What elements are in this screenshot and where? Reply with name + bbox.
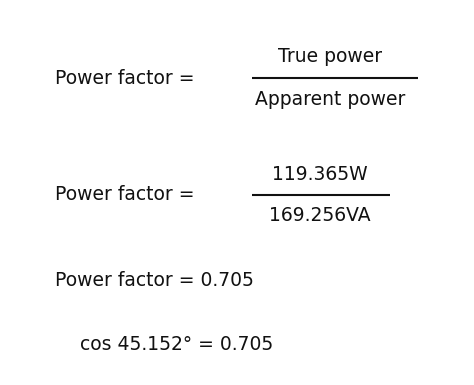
Text: 169.256VA: 169.256VA xyxy=(269,206,371,225)
Text: 119.365W: 119.365W xyxy=(272,165,368,184)
Text: cos 45.152° = 0.705: cos 45.152° = 0.705 xyxy=(80,335,273,355)
Text: Apparent power: Apparent power xyxy=(255,90,405,109)
Text: True power: True power xyxy=(278,47,382,66)
Text: Power factor =: Power factor = xyxy=(55,69,201,87)
Text: Power factor =: Power factor = xyxy=(55,186,201,204)
Text: Power factor = 0.705: Power factor = 0.705 xyxy=(55,271,254,290)
